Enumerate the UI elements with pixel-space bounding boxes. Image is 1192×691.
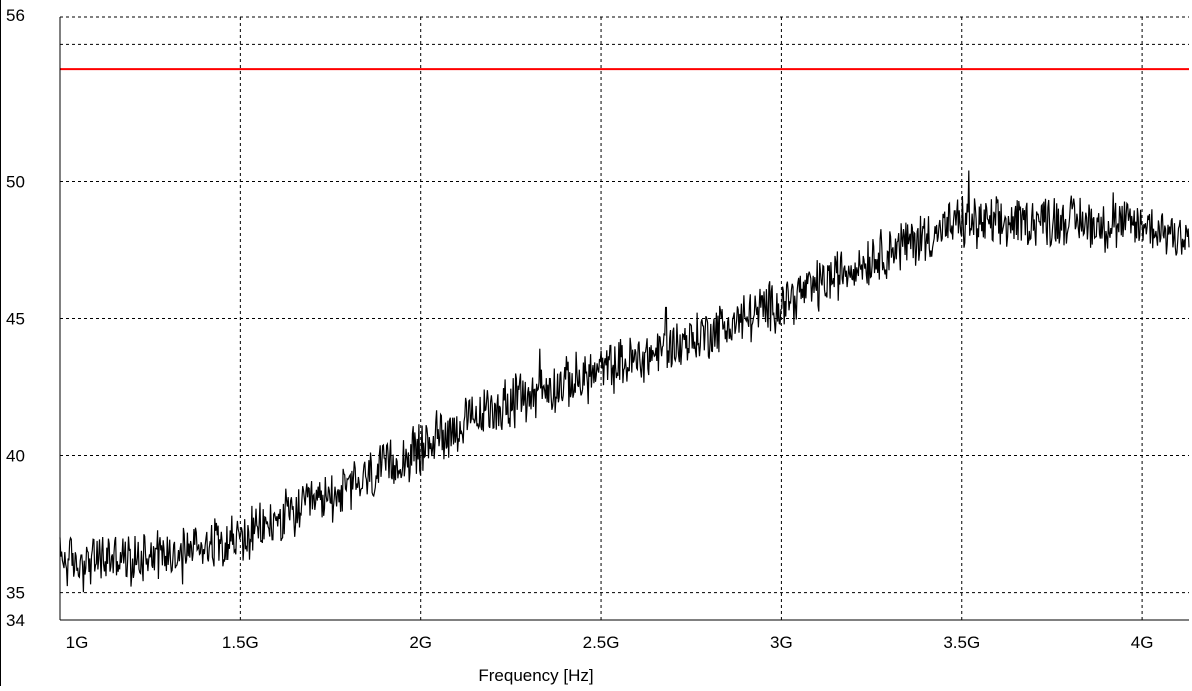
x-tick-label: 2G: [409, 633, 432, 652]
x-tick-label: 2.5G: [583, 633, 620, 652]
x-axis-label: Frequency [Hz]: [478, 666, 593, 685]
x-tick-label: 1.5G: [222, 633, 259, 652]
x-tick-label: 1G: [66, 633, 89, 652]
tick-labels-layer: 1G 1.5G 2G 2.5G 3G 3.5G 4G 34 35 40 45 50 56: [6, 6, 1153, 652]
series-line-measured: [59, 170, 1190, 593]
y-tick-label: 56: [6, 6, 25, 25]
series-layer: [59, 68, 1190, 593]
y-tick-label: 35: [6, 584, 25, 603]
y-tick-label: 40: [6, 447, 25, 466]
x-tick-label: 3.5G: [943, 633, 980, 652]
x-tick-label: 3G: [770, 633, 793, 652]
y-tick-label: 50: [6, 172, 25, 191]
grid-layer: [60, 16, 1189, 620]
y-tick-label: 45: [6, 310, 25, 329]
y-tick-label: 34: [6, 611, 25, 630]
x-tick-label: 4G: [1131, 633, 1154, 652]
